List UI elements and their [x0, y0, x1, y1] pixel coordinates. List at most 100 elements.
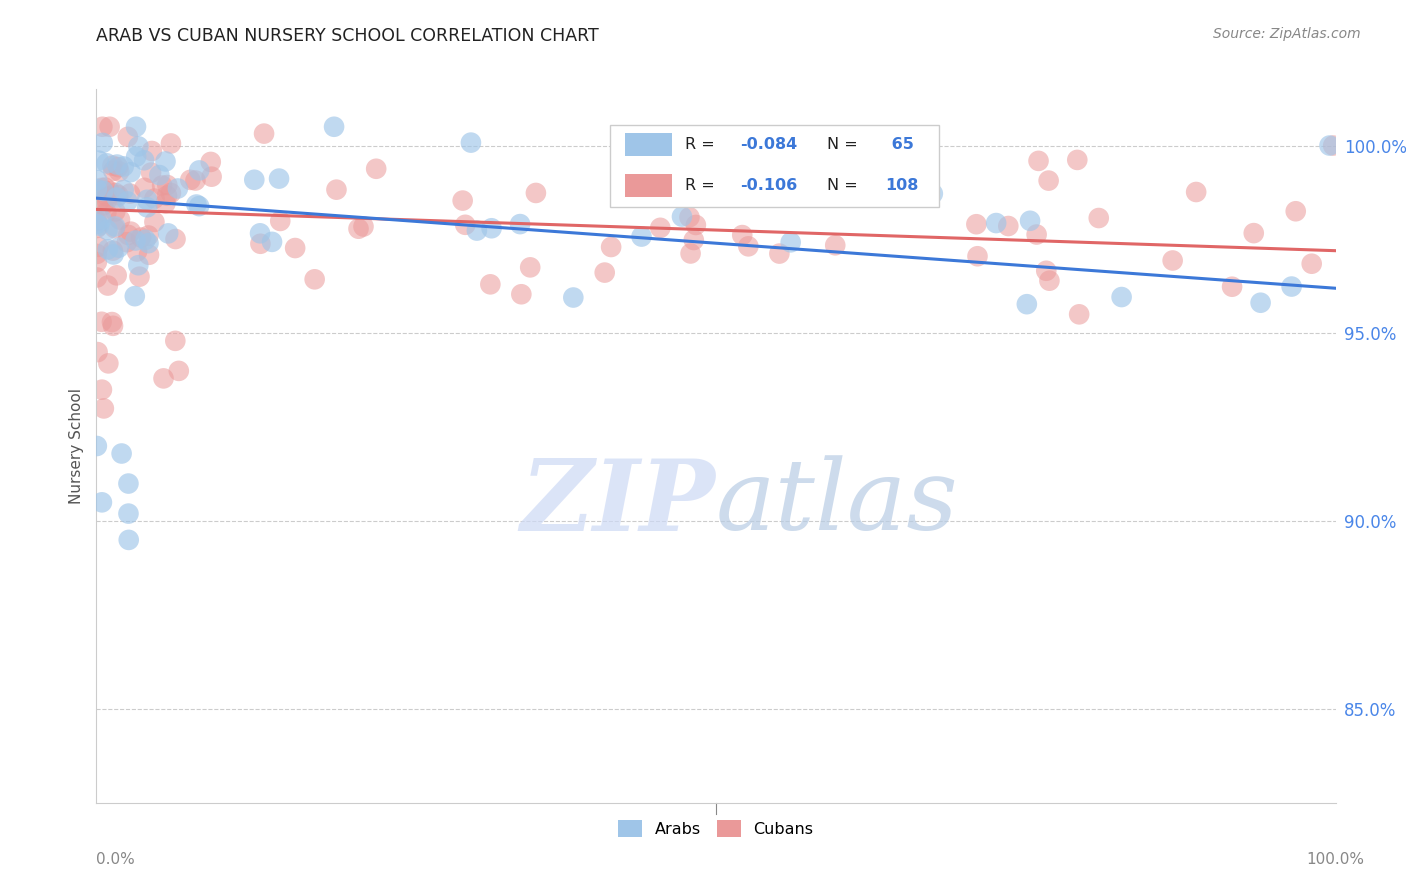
Point [86, 217, 108, 231]
Point [1301, 257, 1323, 271]
Point [986, 216, 1008, 230]
Point [366, 161, 388, 176]
Point [98, 184, 121, 198]
Point [465, 223, 488, 237]
Point [156, 178, 179, 192]
Point [90, 383, 112, 397]
Point [107, 241, 129, 255]
Point [124, 289, 146, 303]
Point [90, 212, 112, 227]
Point [650, 220, 672, 235]
Point [451, 194, 474, 208]
Point [1243, 226, 1265, 240]
Point [997, 219, 1019, 233]
Point [96, 223, 118, 237]
Point [86, 255, 108, 269]
Point [138, 228, 160, 243]
Point [731, 228, 754, 243]
Point [1015, 297, 1038, 311]
Point [1111, 290, 1133, 304]
Point [200, 155, 222, 169]
Point [101, 318, 124, 333]
Point [96, 193, 118, 207]
Point [86, 173, 108, 187]
Point [143, 192, 166, 206]
Point [260, 235, 283, 249]
Text: 0.0%: 0.0% [96, 852, 135, 867]
Point [118, 533, 141, 547]
Point [128, 269, 150, 284]
Point [150, 178, 173, 193]
Point [630, 229, 652, 244]
Point [1038, 274, 1060, 288]
Point [97, 243, 120, 257]
Point [104, 204, 127, 219]
FancyBboxPatch shape [626, 133, 672, 155]
Point [479, 277, 502, 292]
Point [132, 153, 155, 168]
Text: ZIP: ZIP [520, 455, 716, 551]
Point [165, 232, 187, 246]
Point [91, 120, 114, 134]
Point [136, 200, 159, 214]
Point [160, 186, 183, 200]
Point [90, 495, 112, 509]
Point [921, 186, 943, 201]
Point [1161, 253, 1184, 268]
Point [1319, 138, 1341, 153]
Point [141, 144, 163, 158]
Point [152, 371, 174, 385]
Text: -0.106: -0.106 [741, 178, 797, 193]
Point [91, 198, 114, 212]
Point [107, 160, 129, 174]
Point [1019, 214, 1042, 228]
Point [768, 246, 790, 260]
Point [267, 171, 290, 186]
Point [509, 217, 531, 231]
Point [103, 164, 125, 178]
Point [86, 270, 108, 285]
Point [127, 139, 149, 153]
Point [325, 183, 347, 197]
Point [249, 236, 271, 251]
Point [167, 181, 190, 195]
Legend: Arabs, Cubans: Arabs, Cubans [612, 814, 820, 843]
Point [1250, 295, 1272, 310]
Point [86, 247, 108, 261]
Point [188, 163, 211, 178]
Point [87, 240, 110, 254]
Point [105, 190, 128, 204]
Point [1285, 204, 1308, 219]
Point [167, 364, 190, 378]
Point [460, 136, 482, 150]
Point [269, 214, 291, 228]
Point [98, 120, 121, 134]
Point [1038, 173, 1060, 187]
Point [115, 235, 138, 250]
Point [671, 210, 693, 224]
Point [593, 266, 616, 280]
Point [481, 221, 503, 235]
Point [1066, 153, 1088, 167]
Point [93, 401, 115, 416]
Point [519, 260, 541, 275]
Point [156, 188, 179, 202]
Point [155, 154, 177, 169]
Point [737, 239, 759, 253]
Point [685, 218, 707, 232]
Point [87, 219, 110, 233]
Point [87, 153, 110, 168]
Point [108, 164, 131, 178]
Point [562, 291, 585, 305]
Text: R =: R = [685, 137, 720, 152]
Point [824, 238, 846, 252]
Point [249, 227, 271, 241]
Point [97, 278, 120, 293]
Point [138, 236, 160, 251]
Point [253, 127, 276, 141]
Point [117, 507, 139, 521]
Point [510, 287, 533, 301]
Point [110, 446, 132, 460]
Point [101, 244, 124, 258]
Point [1220, 279, 1243, 293]
